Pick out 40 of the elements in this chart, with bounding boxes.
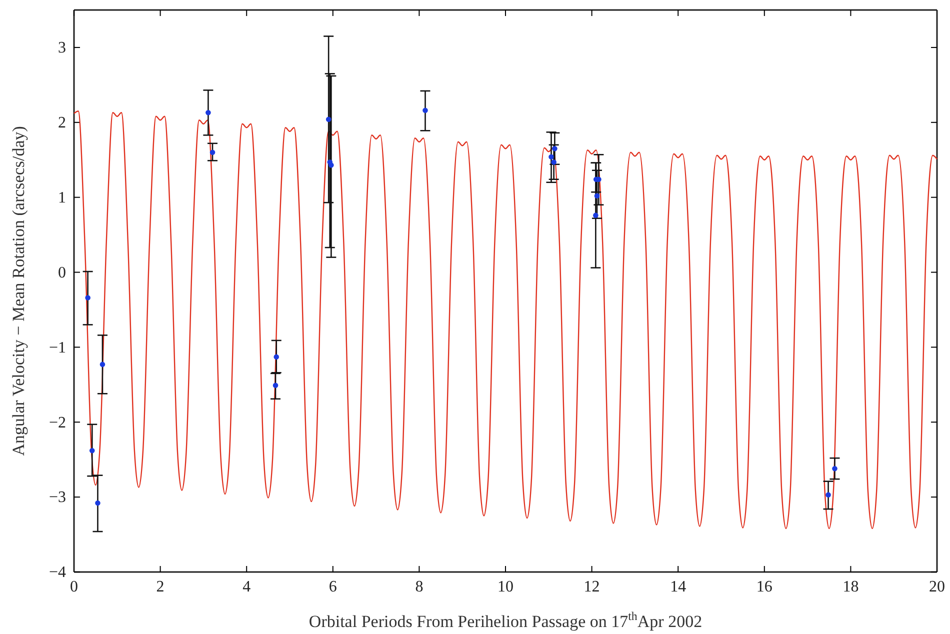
point [326,116,332,122]
x-tick-label: 8 [415,578,424,596]
y-tick-label: −4 [48,564,66,582]
x-tick-label: 6 [328,578,337,596]
point [95,500,100,506]
x-tick-label: 2 [156,578,164,596]
point [89,448,95,454]
x-tick-label: 18 [842,578,859,596]
x-tick-label: 16 [756,578,772,596]
point [274,354,280,360]
y-axis-title: Angular Velocity − Mean Rotation (arcsecs/day) [9,126,28,456]
y-tick-label: −2 [48,414,66,432]
point [422,108,428,114]
point [826,492,831,498]
point [206,110,211,116]
point [210,150,216,156]
point [548,154,554,160]
y-tick-label: −1 [48,339,66,356]
point [272,382,278,388]
point [832,466,838,472]
x-tick-label: 10 [498,578,514,596]
point [594,193,600,198]
x-tick-label: 4 [242,578,251,596]
y-tick-label: 3 [58,40,66,57]
point [100,362,106,368]
point [593,212,598,218]
x-axis-title: Orbital Periods From Perihelion Passage on 17$^{th}$Apr 2002 [308,609,702,631]
point [551,159,556,165]
point [552,146,558,152]
y-tick-label: −3 [48,489,66,506]
point [328,162,334,168]
x-tick-label: 12 [584,578,600,596]
x-tick-label: 14 [670,578,686,596]
y-tick-label: 0 [58,264,66,282]
y-tick-label: 1 [58,189,66,206]
point [85,295,90,300]
x-tick-label: 20 [929,578,945,596]
x-tick-label: 0 [70,578,78,596]
line-series [73,110,938,530]
y-tick-label: 2 [58,114,66,132]
